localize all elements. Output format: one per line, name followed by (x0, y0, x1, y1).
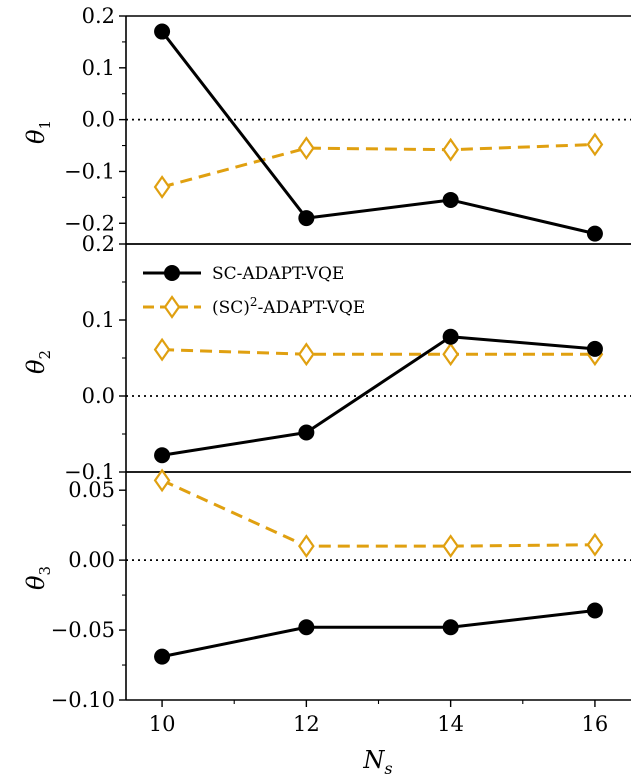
x-tick-label: 14 (437, 712, 464, 736)
y-tick-label: −0.05 (51, 618, 115, 642)
data-point-sc2 (298, 342, 315, 367)
legend-entry-sc: SC-ADAPT-VQE (143, 264, 344, 284)
data-point-sc (154, 447, 171, 464)
data-point-sc2 (153, 468, 171, 493)
legend-entry-sc2: (SC)2-ADAPT-VQE (143, 295, 365, 319)
series-line-sc2 (161, 143, 595, 189)
y-tick-label: 0.05 (68, 478, 115, 502)
data-point-sc (586, 340, 603, 357)
x-tick-label: 10 (149, 712, 176, 736)
legend-marker-sc2 (163, 295, 181, 319)
panel-top: 0.2 0.1 0.0 −0.1 −0.2 (64, 4, 631, 245)
data-point-sc (586, 225, 603, 242)
y-tick-label: 0.0 (82, 108, 115, 132)
y-tick-label: 0.1 (82, 308, 115, 332)
panel-middle: 0.2 0.1 0.0 −0.1 (64, 232, 631, 484)
data-point-sc2 (153, 175, 171, 199)
y-tick-label: −0.10 (51, 688, 115, 712)
y-tick-label: −0.2 (64, 211, 115, 235)
y-tick-label: −0.1 (64, 460, 115, 484)
x-axis-label: Ns (362, 746, 392, 777)
data-point-sc (154, 648, 171, 665)
panel-bottom: 0.05 0.00 −0.05 −0.10 10 12 14 16 (51, 468, 631, 736)
data-point-sc2 (442, 534, 459, 559)
data-point-sc (586, 602, 603, 619)
legend-marker-sc (164, 265, 180, 281)
data-point-sc2 (442, 342, 459, 367)
legend: SC-ADAPT-VQE (SC)2-ADAPT-VQE (143, 264, 365, 319)
data-point-sc (154, 23, 171, 40)
series-line-sc (160, 30, 596, 236)
legend-label-sc2: (SC)2-ADAPT-VQE (212, 295, 365, 318)
series-line-sc (161, 335, 596, 457)
data-point-sc2 (442, 137, 459, 162)
data-point-sc (298, 424, 315, 441)
theta1-axis-label: θ1 (22, 120, 54, 144)
data-point-sc (442, 191, 459, 208)
data-point-sc (298, 619, 315, 636)
series-line-sc (161, 608, 596, 659)
y-tick-label: 0.1 (82, 56, 115, 80)
data-point-sc2 (298, 534, 315, 559)
y-tick-label: −0.1 (64, 159, 115, 183)
data-point-sc (298, 210, 315, 227)
y-tick-label: 0.0 (82, 384, 115, 408)
data-point-sc2 (586, 132, 604, 157)
data-point-sc2 (153, 337, 171, 362)
y-tick-label: 0.2 (82, 4, 115, 28)
data-point-sc (442, 328, 459, 345)
data-point-sc2 (586, 532, 604, 557)
theta2-axis-label: θ2 (22, 350, 54, 374)
x-tick-label: 12 (293, 712, 320, 736)
series-line-sc2 (162, 348, 595, 356)
panels: 0.20.10.0−0.1−0.20.20.10.0−0.10.050.00−0… (51, 4, 631, 736)
legend-label-sc: SC-ADAPT-VQE (212, 264, 344, 284)
y-tick-label: 0.2 (82, 232, 115, 256)
series-line-sc2 (161, 479, 595, 548)
y-tick-label: 0.00 (68, 548, 115, 572)
data-point-sc2 (298, 136, 315, 161)
data-point-sc (442, 619, 459, 636)
x-tick-label: 16 (582, 712, 609, 736)
theta3-axis-label: θ3 (22, 566, 54, 590)
